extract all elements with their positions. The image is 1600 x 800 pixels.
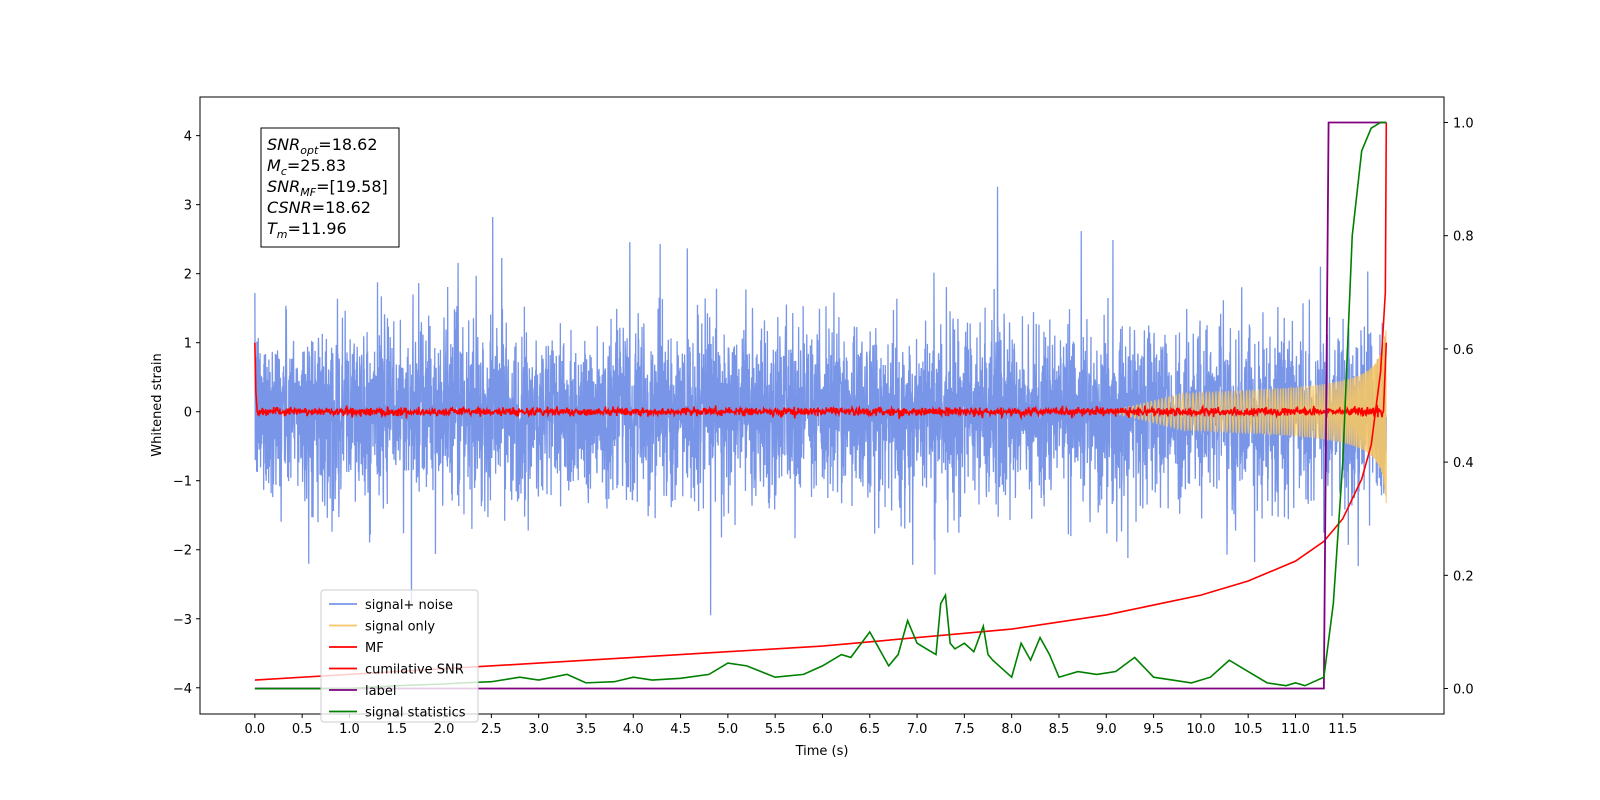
series-cumulative-snr-line — [254, 122, 1388, 681]
annotation-subscript: MF — [300, 186, 316, 199]
y2-tick-label: 0.2 — [1453, 569, 1474, 584]
y-tick-label: −2 — [173, 544, 192, 559]
x-tick-label: 2.0 — [434, 722, 455, 737]
legend-item: label — [329, 684, 396, 699]
annotation-frame — [260, 127, 400, 248]
annotation-line: CSNR=18.62 — [267, 198, 371, 217]
annotation-subscript: c — [281, 165, 287, 178]
series-label-line — [254, 121, 1387, 690]
legend-label: signal only — [365, 620, 435, 635]
annotation-value: =18.62 — [312, 198, 371, 217]
annotation-line: SNRopt=18.62 — [267, 135, 378, 157]
y2-tick-label: 0.4 — [1453, 456, 1474, 471]
y2-tick-label: 0.0 — [1453, 683, 1474, 698]
x-tick-label: 11.5 — [1328, 722, 1357, 737]
y-tick-label: −4 — [173, 682, 192, 697]
x-axis: 0.0 0.5 1.0 1.5 2.0 2.5 3.0 3.5 4.0 4.5 5.0 5.5 6.0 6… — [245, 714, 1357, 737]
annotation-symbol: CSNR — [267, 198, 312, 217]
legend-item: signal+ noise — [329, 598, 453, 613]
legend-label: label — [365, 684, 396, 699]
annotation-value: =11.96 — [288, 219, 347, 238]
y-tick-label: 3 — [184, 199, 192, 214]
annotation-line: Tm=11.96 — [267, 219, 347, 241]
y2-tick-label: 0.8 — [1453, 230, 1474, 245]
x-tick-label: 3.5 — [576, 722, 597, 737]
legend-item: MF — [329, 641, 384, 656]
x-tick-label: 9.5 — [1143, 722, 1164, 737]
x-tick-label: 6.0 — [812, 722, 833, 737]
y-axis: −4 −3 −2 −1 0 1 2 3 4 — [173, 130, 200, 697]
y-tick-label: 2 — [184, 268, 192, 283]
annotation-symbol: M — [267, 156, 281, 175]
legend-item: cumilative SNR — [329, 663, 464, 678]
x-tick-label: 11.0 — [1281, 722, 1310, 737]
x-tick-label: 4.5 — [670, 722, 691, 737]
y-tick-label: −3 — [173, 613, 192, 628]
x-tick-label: 9.0 — [1096, 722, 1117, 737]
x-tick-label: 10.5 — [1234, 722, 1263, 737]
y2-tick-label: 1.0 — [1453, 116, 1474, 131]
y-axis-label: Whitened strain — [150, 353, 165, 456]
series-mf-line — [254, 342, 1388, 421]
legend-label: cumilative SNR — [365, 663, 464, 678]
x-tick-label: 5.5 — [765, 722, 786, 737]
y-tick-label: 4 — [184, 130, 192, 145]
y2-tick-label: 0.6 — [1453, 343, 1474, 358]
x-tick-label: 10.0 — [1186, 722, 1215, 737]
annotation-value: =[19.58] — [316, 177, 388, 196]
x-tick-label: 1.0 — [339, 722, 360, 737]
plot-area — [254, 121, 1388, 690]
annotation-line: Mc=25.83 — [267, 156, 346, 178]
legend: signal+ noise signal only MF cumilative SNR… — [320, 589, 479, 723]
x-tick-label: 8.5 — [1049, 722, 1070, 737]
legend-label: signal+ noise — [365, 598, 453, 613]
legend-frame — [320, 589, 479, 723]
series-signal-only-line — [1106, 330, 1387, 504]
x-tick-label: 4.0 — [623, 722, 644, 737]
x-tick-label: 3.0 — [528, 722, 549, 737]
annotation-symbol: SNR — [267, 177, 300, 196]
annotation-subscript: m — [277, 228, 288, 241]
legend-item: signal statistics — [329, 706, 466, 721]
x-tick-label: 2.5 — [481, 722, 502, 737]
x-tick-label: 0.5 — [292, 722, 313, 737]
annotation-value: =25.83 — [287, 156, 346, 175]
legend-item: signal only — [329, 620, 435, 635]
x-tick-label: 7.5 — [954, 722, 975, 737]
y-tick-label: −1 — [173, 475, 192, 490]
x-axis-label: Time (s) — [795, 744, 849, 759]
y-tick-label: 0 — [184, 406, 192, 421]
annotation-value: =18.62 — [318, 135, 377, 154]
series-signal-statistics-line — [254, 121, 1387, 690]
x-tick-label: 5.0 — [718, 722, 739, 737]
x-tick-label: 0.0 — [245, 722, 266, 737]
annotation-symbol: T — [267, 219, 278, 238]
annotation-subscript: opt — [300, 144, 319, 157]
annotation-line: SNRMF=[19.58] — [267, 177, 388, 199]
y-tick-label: 1 — [184, 337, 192, 352]
x-tick-label: 8.0 — [1001, 722, 1022, 737]
y2-axis: 0.0 0.2 0.4 0.6 0.8 1.0 — [1444, 116, 1474, 698]
annotation-box: SNRopt=18.62Mc=25.83SNRMF=[19.58]CSNR=18… — [260, 127, 400, 248]
legend-label: signal statistics — [365, 706, 466, 721]
annotation-symbol: SNR — [267, 135, 300, 154]
x-tick-label: 6.5 — [859, 722, 880, 737]
legend-label: MF — [365, 641, 384, 656]
x-tick-label: 7.0 — [907, 722, 928, 737]
x-tick-label: 1.5 — [386, 722, 407, 737]
